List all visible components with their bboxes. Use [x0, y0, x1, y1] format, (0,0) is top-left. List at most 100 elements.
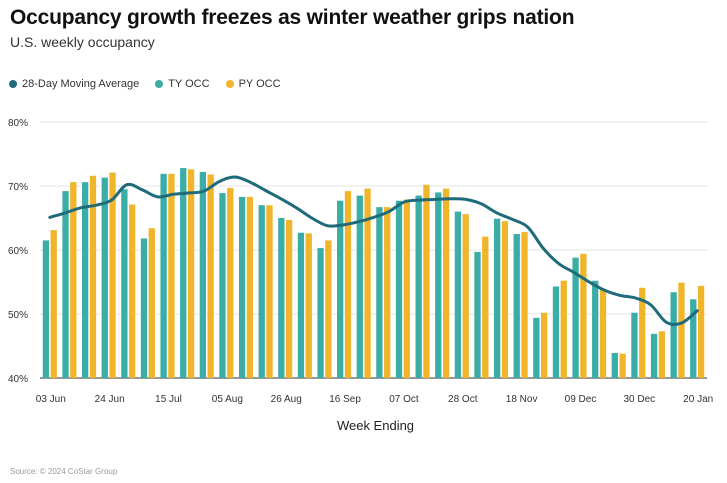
- bar-py-occ: [168, 173, 175, 378]
- bar-py-occ: [325, 240, 332, 378]
- bar-ty-occ: [199, 171, 206, 378]
- bar-py-occ: [501, 221, 509, 378]
- x-tick-label: 07 Oct: [389, 394, 419, 405]
- bar-ty-occ: [62, 191, 69, 378]
- bar-py-occ: [384, 207, 391, 378]
- bar-ty-occ: [513, 234, 520, 378]
- bar-ty-occ: [474, 251, 481, 378]
- x-tick-label: 26 Aug: [271, 394, 302, 405]
- bar-ty-occ: [356, 195, 363, 378]
- bar-ty-occ: [121, 189, 128, 378]
- bar-py-occ: [580, 253, 587, 378]
- bar-ty-occ: [258, 205, 265, 378]
- bar-ty-occ: [101, 177, 108, 378]
- x-tick-label: 18 Nov: [506, 394, 538, 405]
- x-tick-label: 15 Jul: [155, 394, 182, 405]
- bar-py-occ: [658, 331, 666, 378]
- bar-py-occ: [344, 191, 352, 378]
- bar-py-occ: [462, 214, 469, 378]
- bar-ty-occ: [238, 196, 246, 378]
- bar-py-occ: [227, 187, 234, 378]
- bar-py-occ: [423, 184, 430, 378]
- bar-ty-occ: [219, 193, 226, 378]
- bar-ty-occ: [140, 238, 148, 378]
- bar-py-occ: [50, 230, 57, 378]
- legend-item-py-occ: PY OCC: [225, 78, 281, 90]
- bar-ty-occ: [435, 192, 442, 378]
- bar-py-occ: [619, 353, 626, 378]
- moving-average-line: [48, 175, 699, 326]
- bar-py-occ: [148, 228, 155, 378]
- bar-py-occ: [70, 182, 77, 378]
- x-tick-label: 05 Aug: [212, 394, 243, 405]
- legend-swatch-moving-average: [9, 80, 17, 88]
- y-tick-label: 50%: [8, 310, 28, 321]
- legend-swatch-ty-occ: [155, 80, 164, 88]
- bar-py-occ: [697, 285, 705, 378]
- x-tick-label: 30 Dec: [623, 394, 655, 405]
- x-tick-label: 20 Jan: [683, 394, 713, 405]
- bar-ty-occ: [552, 286, 560, 378]
- y-tick-label: 40%: [8, 374, 28, 385]
- bar-ty-occ: [572, 257, 579, 378]
- bar-ty-occ: [670, 292, 677, 378]
- source-note: Source: © 2024 CoStar Group: [10, 467, 118, 476]
- bar-ty-occ: [631, 312, 638, 378]
- bar-py-occ: [266, 205, 273, 378]
- bar-py-occ: [285, 219, 293, 378]
- bar-ty-occ: [592, 280, 599, 378]
- bar-ty-occ: [297, 232, 305, 378]
- bar-ty-occ: [42, 240, 50, 378]
- bar-ty-occ: [415, 195, 422, 378]
- bar-py-occ: [187, 169, 195, 378]
- y-tick-label: 80%: [8, 118, 28, 129]
- bar-py-occ: [246, 196, 254, 378]
- legend: 28-Day Moving Average TY OCC PY OCC: [9, 78, 281, 90]
- legend-label-ty-occ: TY OCC: [168, 78, 210, 90]
- bar-py-occ: [482, 236, 489, 378]
- chart-title: Occupancy growth freezes as winter weath…: [10, 6, 575, 29]
- bar-ty-occ: [337, 200, 344, 378]
- bar-ty-occ: [395, 200, 403, 378]
- bar-py-occ: [521, 232, 528, 378]
- bar-ty-occ: [690, 299, 697, 378]
- x-tick-label: 09 Dec: [565, 394, 597, 405]
- legend-item-moving-average: 28-Day Moving Average: [9, 78, 139, 90]
- bar-py-occ: [560, 280, 567, 378]
- legend-label-moving-average: 28-Day Moving Average: [22, 78, 140, 90]
- legend-item-ty-occ: TY OCC: [155, 78, 210, 90]
- legend-label-py-occ: PY OCC: [238, 78, 281, 90]
- bar-py-occ: [305, 233, 312, 378]
- x-tick-label: 03 Jun: [36, 394, 66, 405]
- y-tick-label: 60%: [8, 246, 28, 257]
- bar-ty-occ: [317, 248, 324, 378]
- bar-ty-occ: [376, 207, 383, 378]
- x-axis-title: Week Ending: [337, 418, 414, 433]
- bar-ty-occ: [533, 317, 540, 378]
- bar-py-occ: [89, 175, 97, 378]
- bar-ty-occ: [454, 211, 462, 378]
- bar-py-occ: [109, 172, 116, 378]
- bar-py-occ: [129, 204, 136, 378]
- chart-subtitle: U.S. weekly occupancy: [10, 34, 155, 50]
- x-tick-label: 28 Oct: [448, 394, 478, 405]
- bar-py-occ: [442, 188, 450, 378]
- legend-swatch-py-occ: [225, 80, 234, 88]
- bar-py-occ: [599, 289, 607, 378]
- bar-py-occ: [364, 188, 371, 378]
- y-tick-label: 70%: [8, 182, 28, 193]
- bar-py-occ: [639, 287, 646, 378]
- bar-ty-occ: [278, 218, 285, 378]
- bar-py-occ: [403, 199, 410, 378]
- bar-ty-occ: [611, 353, 618, 378]
- bar-py-occ: [207, 174, 214, 378]
- x-tick-label: 16 Sep: [329, 394, 361, 405]
- bar-ty-occ: [493, 218, 501, 378]
- bar-py-occ: [678, 282, 685, 378]
- x-tick-label: 24 Jun: [95, 394, 125, 405]
- bar-py-occ: [541, 312, 548, 378]
- bar-ty-occ: [180, 168, 187, 378]
- bar-ty-occ: [160, 173, 167, 378]
- bar-ty-occ: [81, 182, 89, 378]
